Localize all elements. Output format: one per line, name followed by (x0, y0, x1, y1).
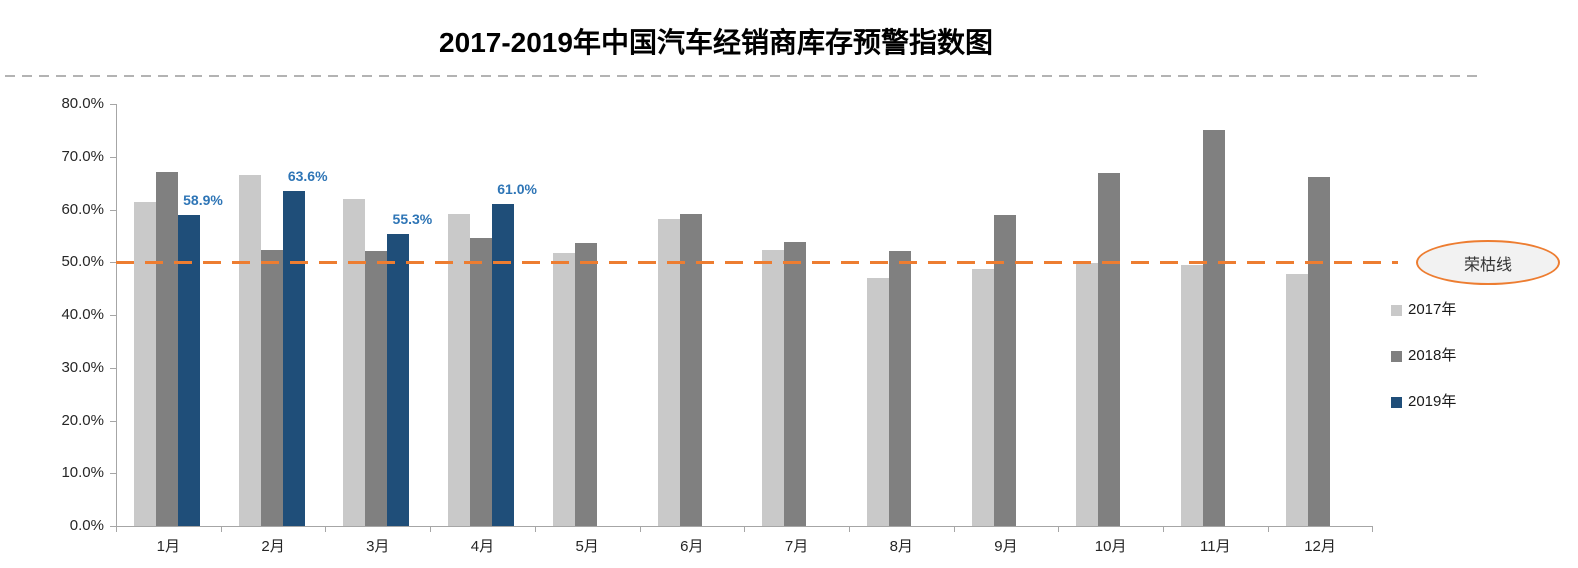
x-tick (430, 526, 432, 532)
y-axis-label: 60.0% (61, 200, 104, 218)
y-tick (110, 156, 116, 158)
bar-2018 (888, 250, 911, 526)
bar-2017 (762, 249, 785, 526)
x-axis-label: 11月 (1200, 538, 1231, 555)
bar-2018 (156, 171, 178, 526)
x-axis-label: 4月 (470, 538, 495, 555)
bar-2018 (365, 251, 388, 526)
legend-swatch-2017 (1391, 304, 1402, 316)
y-tick (110, 420, 116, 422)
bar-2019 (178, 215, 200, 526)
x-tick (1372, 526, 1374, 532)
y-tick (110, 315, 116, 316)
bar-2019 (492, 204, 515, 526)
y-tick (110, 209, 116, 211)
divider-dashed-line (5, 75, 1478, 77)
x-axis-label: 1月 (156, 538, 181, 555)
x-axis-label: 5月 (575, 538, 599, 555)
x-tick (848, 526, 850, 532)
bar-2018 (784, 241, 807, 526)
bar-2018 (1203, 129, 1225, 526)
bar-2017 (343, 199, 366, 526)
x-tick (534, 526, 536, 532)
y-axis-label: 20.0% (61, 411, 104, 429)
y-tick (110, 473, 116, 475)
y-tick (110, 526, 116, 527)
data-label-2019: 61.0% (497, 181, 537, 198)
legend-label-2017: 2017年 (1408, 301, 1457, 318)
threshold-badge: 荣枯线 (1416, 240, 1560, 285)
bar-2017 (448, 213, 471, 526)
x-tick (325, 526, 327, 532)
y-axis-label: 40.0% (61, 306, 104, 323)
x-tick (116, 526, 117, 532)
x-axis-label: 7月 (784, 538, 809, 555)
x-axis-label: 6月 (680, 538, 704, 555)
bar-2017 (866, 278, 889, 526)
bar-2017 (238, 174, 261, 526)
bar-2018 (679, 213, 702, 526)
x-tick (744, 526, 746, 532)
y-tick (110, 367, 116, 369)
y-axis-label: 70.0% (61, 147, 104, 165)
x-tick (1267, 526, 1269, 532)
x-tick (1163, 526, 1164, 532)
bar-2017 (1076, 262, 1099, 526)
bar-2017 (1181, 264, 1203, 526)
bar-2019 (282, 190, 305, 526)
bar-2018 (1307, 177, 1330, 526)
y-axis-label: 30.0% (61, 358, 104, 376)
legend-item-2019: 2019年 (1391, 393, 1456, 411)
bar-2017 (134, 201, 156, 526)
x-axis-label: 12月 (1304, 538, 1336, 555)
bar-2017 (971, 269, 994, 526)
data-label-2019: 58.9% (183, 192, 223, 209)
bar-2017 (1285, 274, 1308, 526)
bar-2019 (387, 234, 410, 526)
x-tick (953, 526, 955, 532)
legend-item-2017: 2017年 (1391, 301, 1456, 319)
x-tick (220, 526, 222, 532)
x-tick (1058, 526, 1060, 532)
x-tick (639, 526, 641, 532)
bar-2018 (1098, 173, 1121, 526)
x-axis-label: 9月 (994, 538, 1018, 555)
bar-2017 (552, 252, 575, 526)
x-axis-label: 10月 (1094, 538, 1127, 555)
legend: 2017年 2018年 2019年 (1391, 301, 1456, 439)
bar-2018 (993, 215, 1016, 526)
bar-2018 (260, 250, 283, 526)
legend-item-2018: 2018年 (1391, 347, 1456, 365)
y-axis-label: 50.0% (61, 253, 104, 271)
legend-swatch-2018 (1391, 350, 1402, 362)
bar-2017 (657, 218, 680, 526)
legend-swatch-2019 (1391, 396, 1402, 408)
y-axis-label: 80.0% (61, 95, 104, 112)
y-tick (110, 262, 116, 264)
x-axis-label: 8月 (889, 538, 913, 555)
legend-label-2018: 2018年 (1408, 347, 1457, 364)
y-tick (110, 104, 116, 105)
data-label-2019: 55.3% (392, 211, 433, 228)
x-axis-label: 2月 (261, 538, 285, 555)
y-axis-line (116, 104, 117, 526)
chart-title: 2017-2019年中国汽车经销商库存预警指数图 (439, 27, 993, 58)
y-axis-label: 10.0% (61, 464, 104, 482)
legend-label-2019: 2019年 (1408, 393, 1457, 410)
bar-2018 (574, 242, 597, 526)
y-axis-label: 0.0% (69, 517, 104, 534)
x-axis-label: 3月 (366, 538, 390, 555)
data-label-2019: 63.6% (287, 167, 328, 184)
threshold-line (116, 260, 1398, 264)
bar-2018 (470, 237, 493, 526)
threshold-label: 荣枯线 (1463, 256, 1512, 274)
